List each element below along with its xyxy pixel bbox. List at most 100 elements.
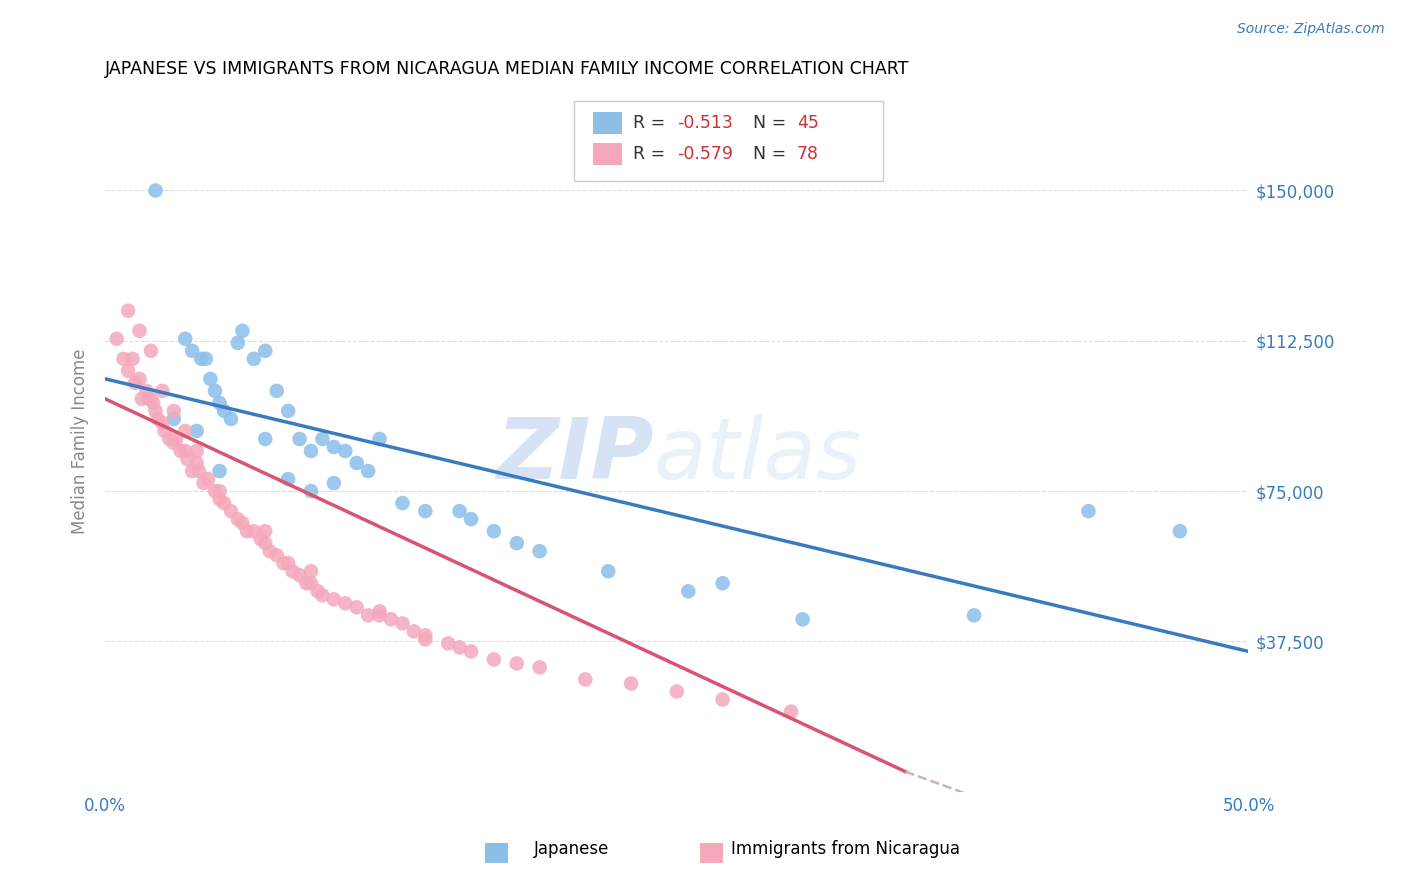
Text: R =: R =	[633, 114, 671, 132]
Point	[243, 524, 266, 538]
Text: R =: R =	[633, 145, 671, 163]
Point	[273, 556, 295, 570]
Point	[322, 476, 344, 491]
Point	[402, 624, 425, 639]
Point	[437, 636, 460, 650]
Point	[157, 432, 180, 446]
Point	[529, 544, 551, 558]
Text: Japanese: Japanese	[534, 840, 610, 858]
Point	[135, 384, 157, 398]
Point	[226, 512, 249, 526]
Point	[145, 404, 167, 418]
Point	[506, 536, 529, 550]
Point	[281, 564, 304, 578]
Point	[277, 472, 299, 486]
Point	[231, 324, 253, 338]
Text: N =: N =	[754, 145, 792, 163]
Point	[665, 684, 688, 698]
Point	[368, 604, 391, 618]
Point	[236, 524, 259, 538]
Point	[153, 424, 176, 438]
Point	[131, 392, 153, 406]
Point	[208, 484, 231, 499]
Point	[181, 343, 204, 358]
Point	[117, 303, 139, 318]
Bar	[593, 143, 621, 165]
Point	[186, 444, 208, 458]
Text: Source: ZipAtlas.com: Source: ZipAtlas.com	[1237, 22, 1385, 37]
Point	[186, 456, 208, 470]
Point	[266, 548, 288, 562]
Point	[219, 504, 242, 518]
Point	[288, 432, 311, 446]
Point	[139, 392, 162, 406]
Point	[322, 592, 344, 607]
Point	[449, 640, 471, 655]
Point	[121, 351, 143, 366]
Point	[188, 464, 211, 478]
Point	[169, 444, 191, 458]
Point	[128, 372, 150, 386]
Point	[200, 372, 222, 386]
Point	[277, 404, 299, 418]
Point	[105, 332, 128, 346]
Point	[193, 476, 215, 491]
Point	[380, 612, 402, 626]
Point	[174, 332, 197, 346]
Point	[963, 608, 986, 623]
Point	[117, 364, 139, 378]
Point	[574, 673, 596, 687]
Point	[598, 564, 620, 578]
Point	[415, 504, 437, 518]
Point	[197, 472, 219, 486]
FancyBboxPatch shape	[574, 101, 883, 181]
Point	[506, 657, 529, 671]
Point	[357, 464, 380, 478]
Point	[139, 343, 162, 358]
Point	[249, 532, 271, 546]
Point	[231, 516, 253, 530]
Text: atlas: atlas	[654, 414, 862, 497]
Point	[1168, 524, 1191, 538]
Point	[124, 376, 146, 390]
Text: Immigrants from Nicaragua: Immigrants from Nicaragua	[731, 840, 960, 858]
Point	[163, 436, 186, 450]
Point	[226, 335, 249, 350]
Point	[112, 351, 135, 366]
Point	[678, 584, 700, 599]
Point	[190, 351, 212, 366]
Text: 45: 45	[797, 114, 818, 132]
Point	[128, 324, 150, 338]
Point	[299, 484, 322, 499]
Point	[165, 432, 187, 446]
Point	[174, 444, 197, 458]
Point	[780, 705, 803, 719]
Point	[368, 608, 391, 623]
Point	[204, 484, 226, 499]
Point	[295, 576, 318, 591]
Point	[288, 568, 311, 582]
Point	[145, 184, 167, 198]
Point	[194, 351, 217, 366]
Point	[259, 544, 281, 558]
Point	[1077, 504, 1099, 518]
Point	[212, 404, 235, 418]
Point	[335, 444, 357, 458]
Point	[311, 432, 333, 446]
Point	[460, 512, 482, 526]
Point	[176, 452, 198, 467]
Point	[299, 576, 322, 591]
Text: -0.513: -0.513	[676, 114, 733, 132]
Point	[482, 524, 505, 538]
Point	[254, 343, 277, 358]
Point	[449, 504, 471, 518]
Point	[163, 404, 186, 418]
Text: -0.579: -0.579	[676, 145, 733, 163]
Point	[266, 384, 288, 398]
Text: JAPANESE VS IMMIGRANTS FROM NICARAGUA MEDIAN FAMILY INCOME CORRELATION CHART: JAPANESE VS IMMIGRANTS FROM NICARAGUA ME…	[105, 60, 910, 78]
Point	[150, 384, 173, 398]
Point	[277, 556, 299, 570]
Point	[219, 412, 242, 426]
Point	[208, 492, 231, 507]
Point	[150, 416, 173, 430]
